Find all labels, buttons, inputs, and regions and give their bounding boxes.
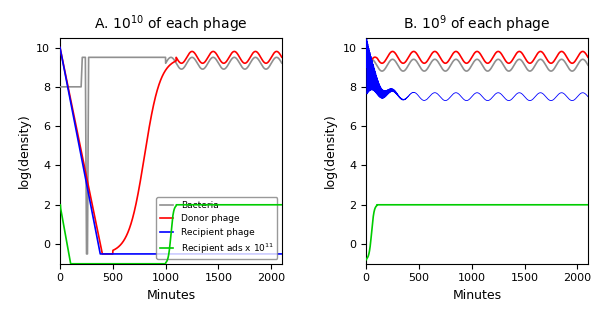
Title: A. 10$^{10}$ of each phage: A. 10$^{10}$ of each phage xyxy=(94,14,248,35)
X-axis label: Minutes: Minutes xyxy=(452,289,502,302)
Legend: Bacteria, Donor phage, Recipient phage, Recipient ads x 10$^{11}$: Bacteria, Donor phage, Recipient phage, … xyxy=(156,197,277,259)
Y-axis label: log(density): log(density) xyxy=(324,113,337,188)
X-axis label: Minutes: Minutes xyxy=(146,289,196,302)
Y-axis label: log(density): log(density) xyxy=(18,113,31,188)
Title: B. 10$^{9}$ of each phage: B. 10$^{9}$ of each phage xyxy=(403,14,551,35)
